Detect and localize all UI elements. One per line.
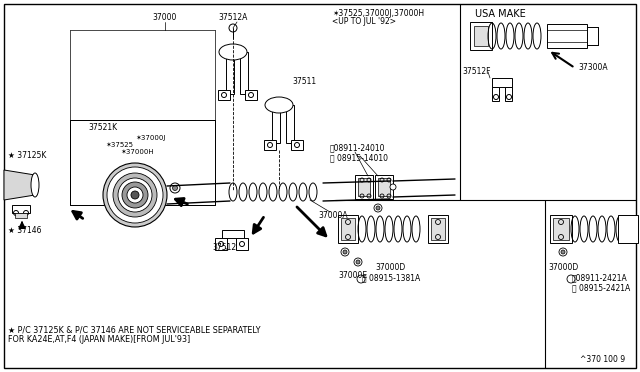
Ellipse shape <box>356 260 360 264</box>
Bar <box>240 52 248 94</box>
Bar <box>378 178 390 196</box>
Bar <box>218 90 230 100</box>
Text: ✶37525: ✶37525 <box>105 142 133 148</box>
Bar <box>428 215 448 243</box>
Bar <box>505 87 512 101</box>
Bar <box>550 215 572 243</box>
Bar <box>226 52 234 94</box>
Text: 37521K: 37521K <box>88 124 117 132</box>
Text: 37512F: 37512F <box>462 67 490 77</box>
Ellipse shape <box>170 183 180 193</box>
Ellipse shape <box>357 275 365 283</box>
Bar <box>15 213 27 218</box>
Text: 37000D: 37000D <box>548 263 579 273</box>
Bar <box>264 140 276 150</box>
Text: ★ 37146: ★ 37146 <box>8 225 42 234</box>
Bar <box>553 218 569 240</box>
Text: FOR KA24E,AT,F4 (JAPAN MAKE)[FROM JUL'93]: FOR KA24E,AT,F4 (JAPAN MAKE)[FROM JUL'93… <box>8 336 190 344</box>
Text: ✶37000J: ✶37000J <box>135 135 165 141</box>
Bar <box>245 90 257 100</box>
Ellipse shape <box>127 187 143 203</box>
Text: ★ P/C 37125K & P/C 37146 ARE NOT SERVICEABLE SEPARATELY: ★ P/C 37125K & P/C 37146 ARE NOT SERVICE… <box>8 326 260 334</box>
Bar <box>338 215 358 243</box>
Ellipse shape <box>341 248 349 256</box>
Text: ✶37000H: ✶37000H <box>120 149 154 155</box>
Ellipse shape <box>559 248 567 256</box>
Text: ★ 37125K: ★ 37125K <box>8 151 46 160</box>
Bar <box>618 215 638 243</box>
Text: <UP TO JUL '92>: <UP TO JUL '92> <box>332 17 396 26</box>
Ellipse shape <box>343 250 347 254</box>
Bar <box>547 24 587 48</box>
Ellipse shape <box>265 97 293 113</box>
Ellipse shape <box>173 186 177 190</box>
Text: ⓝ08911-2421A: ⓝ08911-2421A <box>572 273 628 282</box>
Bar <box>431 218 445 240</box>
Text: ✶37525,37000J,37000H: ✶37525,37000J,37000H <box>332 10 424 19</box>
Polygon shape <box>4 170 35 200</box>
Bar <box>341 218 355 240</box>
Ellipse shape <box>122 182 148 208</box>
Ellipse shape <box>118 178 152 212</box>
Ellipse shape <box>107 167 163 223</box>
Bar <box>375 175 393 199</box>
Ellipse shape <box>561 250 565 254</box>
Ellipse shape <box>131 191 139 199</box>
Text: 37000E: 37000E <box>338 270 367 279</box>
Ellipse shape <box>567 275 575 283</box>
Bar <box>70 120 215 205</box>
Bar <box>492 78 512 87</box>
Ellipse shape <box>374 204 382 212</box>
Bar <box>291 140 303 150</box>
Bar <box>286 105 294 143</box>
Ellipse shape <box>103 163 167 227</box>
Text: ^370 100 9: ^370 100 9 <box>580 356 625 365</box>
Ellipse shape <box>390 184 396 190</box>
Text: 37000D: 37000D <box>375 263 405 272</box>
Bar <box>358 178 370 196</box>
Text: 37000: 37000 <box>153 13 177 22</box>
Text: Ⓟ 08915-2421A: Ⓟ 08915-2421A <box>572 283 630 292</box>
Text: 37300A: 37300A <box>578 64 607 73</box>
Bar <box>215 238 227 250</box>
Bar <box>470 22 492 50</box>
Text: ⓝ08911-24010: ⓝ08911-24010 <box>330 144 385 153</box>
Text: Ⓟ 08915-14010: Ⓟ 08915-14010 <box>330 154 388 163</box>
Ellipse shape <box>31 173 39 197</box>
Bar <box>474 26 488 46</box>
Bar <box>12 205 30 213</box>
Ellipse shape <box>376 206 380 210</box>
Bar <box>355 175 373 199</box>
Text: 37000A: 37000A <box>318 211 348 219</box>
Text: 37511: 37511 <box>292 77 316 87</box>
Text: 37512A: 37512A <box>218 13 248 22</box>
Bar <box>272 105 280 143</box>
Text: 37512: 37512 <box>212 244 236 253</box>
Text: Ⓟ 08915-1381A: Ⓟ 08915-1381A <box>362 273 420 282</box>
Bar <box>492 87 499 101</box>
Ellipse shape <box>113 173 157 217</box>
Bar <box>236 238 248 250</box>
Text: USA MAKE: USA MAKE <box>475 9 525 19</box>
Ellipse shape <box>219 44 247 60</box>
Ellipse shape <box>354 258 362 266</box>
Bar <box>222 230 244 238</box>
Bar <box>70 120 215 205</box>
